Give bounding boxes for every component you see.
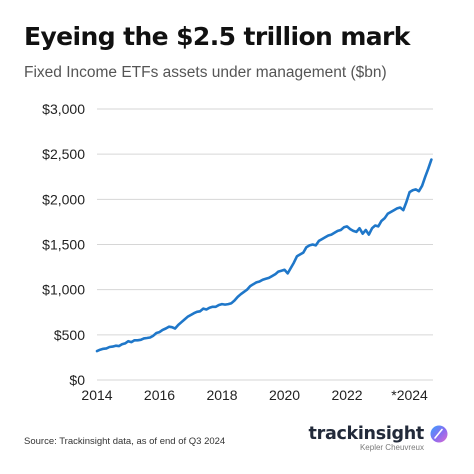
chart-title: Eyeing the $2.5 trillion mark	[24, 22, 410, 51]
brand-name: trackinsight	[308, 424, 425, 444]
x-axis-ticks: 2014 2016 2018 2020 2022 *2024	[81, 387, 428, 403]
y-tick-label: $2,000	[42, 191, 85, 207]
brand-subtitle: Kepler Cheuvreux	[359, 443, 424, 452]
y-tick-label: $500	[54, 327, 85, 343]
x-tick-label: 2022	[331, 387, 362, 403]
y-tick-label: $1,500	[42, 237, 85, 253]
y-axis-ticks: $0 $500 $1,000 $1,500 $2,000 $2,500 $3,000	[42, 101, 85, 388]
x-tick-label: 2020	[269, 387, 300, 403]
y-tick-label: $3,000	[42, 101, 85, 117]
x-tick-label: *2024	[391, 387, 428, 403]
x-tick-label: 2018	[206, 387, 237, 403]
y-tick-label: $1,000	[42, 282, 85, 298]
brand-logo: trackinsight Kepler Cheuvreux	[309, 424, 448, 452]
x-tick-label: 2016	[144, 387, 175, 403]
gridlines	[97, 108, 433, 381]
y-tick-label: $0	[69, 372, 85, 388]
chart-subtitle: Fixed Income ETFs assets under managemen…	[24, 64, 387, 81]
x-tick-label: 2014	[81, 387, 112, 403]
series-line	[95, 158, 433, 353]
brand-orb-icon	[430, 425, 448, 443]
series-layer	[95, 158, 433, 353]
y-tick-label: $2,500	[42, 146, 85, 162]
source-note: Source: Trackinsight data, as of end of …	[24, 436, 226, 447]
